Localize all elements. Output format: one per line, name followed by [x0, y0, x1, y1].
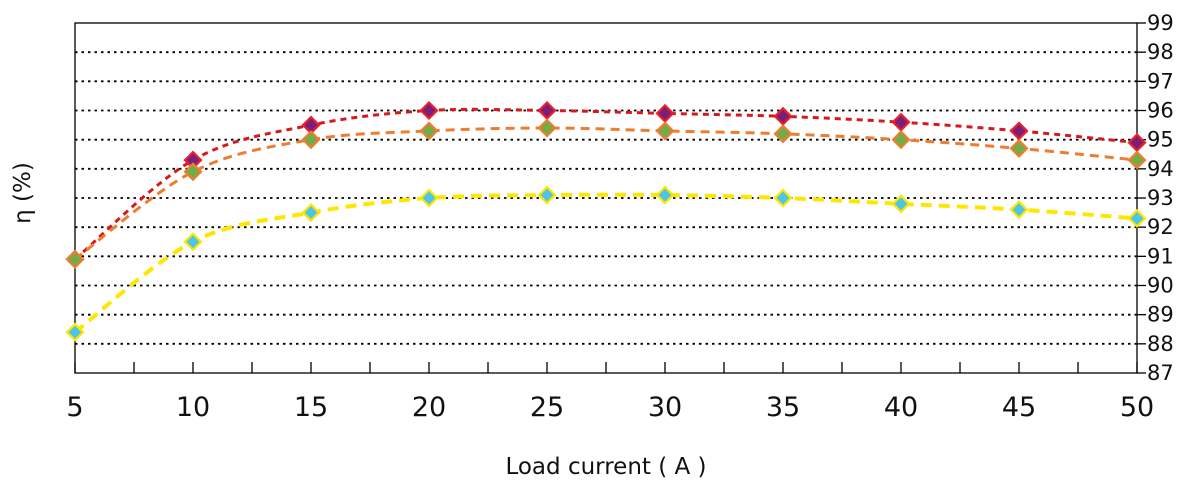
- series-1-point: [655, 103, 675, 123]
- series-1-point: [1127, 133, 1147, 153]
- series-markers: [65, 100, 1147, 342]
- x-tick-label: 30: [648, 392, 682, 423]
- y-tick-label: 93: [1147, 186, 1174, 210]
- series-2-point: [301, 130, 321, 150]
- x-tick-label: 40: [884, 392, 918, 423]
- series-3-point: [65, 322, 85, 342]
- series-1-point: [891, 112, 911, 132]
- plot-area-frame: [74, 22, 1138, 374]
- series-2-point: [891, 130, 911, 150]
- x-tick-label: 50: [1120, 392, 1154, 423]
- series-3-point: [183, 232, 203, 252]
- x-tick-label: 15: [294, 392, 328, 423]
- series-2-point: [773, 124, 793, 144]
- y-tick-label: 96: [1147, 99, 1174, 123]
- y-axis-ticks: 87 88 89 90 91 92 93 94 95 96 97 98 99: [1137, 11, 1174, 385]
- series-3-point: [301, 203, 321, 223]
- x-axis-title: Load current ( A ): [505, 454, 706, 480]
- series-3-point: [1009, 200, 1029, 220]
- x-tick-label: 5: [66, 392, 83, 423]
- series-3-point: [891, 194, 911, 214]
- series-2-point: [655, 121, 675, 141]
- y-tick-label: 91: [1147, 244, 1174, 268]
- series-3-point: [419, 188, 439, 208]
- series-3-point: [773, 188, 793, 208]
- series-2-point: [65, 249, 85, 269]
- series-lines: [73, 107, 1138, 334]
- x-axis-ticks: 5 10 15 20 25 30 35 40 45 50: [66, 362, 1154, 423]
- y-tick-label: 98: [1147, 40, 1174, 64]
- series-3-point: [1127, 208, 1147, 228]
- series-2-point: [1009, 138, 1029, 158]
- x-tick-label: 45: [1002, 392, 1036, 423]
- y-axis-title: η (%): [10, 162, 36, 224]
- series-1-point: [1009, 121, 1029, 141]
- y-tick-label: 95: [1147, 128, 1174, 152]
- x-tick-label: 25: [530, 392, 564, 423]
- y-tick-label: 99: [1147, 11, 1174, 35]
- x-tick-label: 35: [766, 392, 800, 423]
- series-1-point: [537, 100, 557, 121]
- y-tick-label: 94: [1147, 157, 1174, 181]
- y-tick-label: 92: [1147, 215, 1174, 239]
- y-tick-label: 88: [1147, 332, 1174, 356]
- y-tick-label: 90: [1147, 274, 1174, 298]
- x-tick-label: 10: [176, 392, 210, 423]
- grid-lines: [75, 51, 1137, 345]
- y-tick-label: 97: [1147, 69, 1174, 93]
- series-2-point: [419, 121, 439, 141]
- series-2-point: [1127, 150, 1147, 170]
- series-line-3: [73, 192, 1138, 334]
- y-tick-label: 87: [1147, 361, 1174, 385]
- y-tick-label: 89: [1147, 303, 1174, 327]
- series-1-point: [419, 100, 439, 121]
- series-2-point: [537, 118, 557, 138]
- series-line-1: [74, 107, 1138, 261]
- series-3-point: [655, 185, 675, 205]
- series-3-point: [537, 185, 557, 205]
- x-tick-label: 20: [412, 392, 446, 423]
- series-2-point: [183, 162, 203, 182]
